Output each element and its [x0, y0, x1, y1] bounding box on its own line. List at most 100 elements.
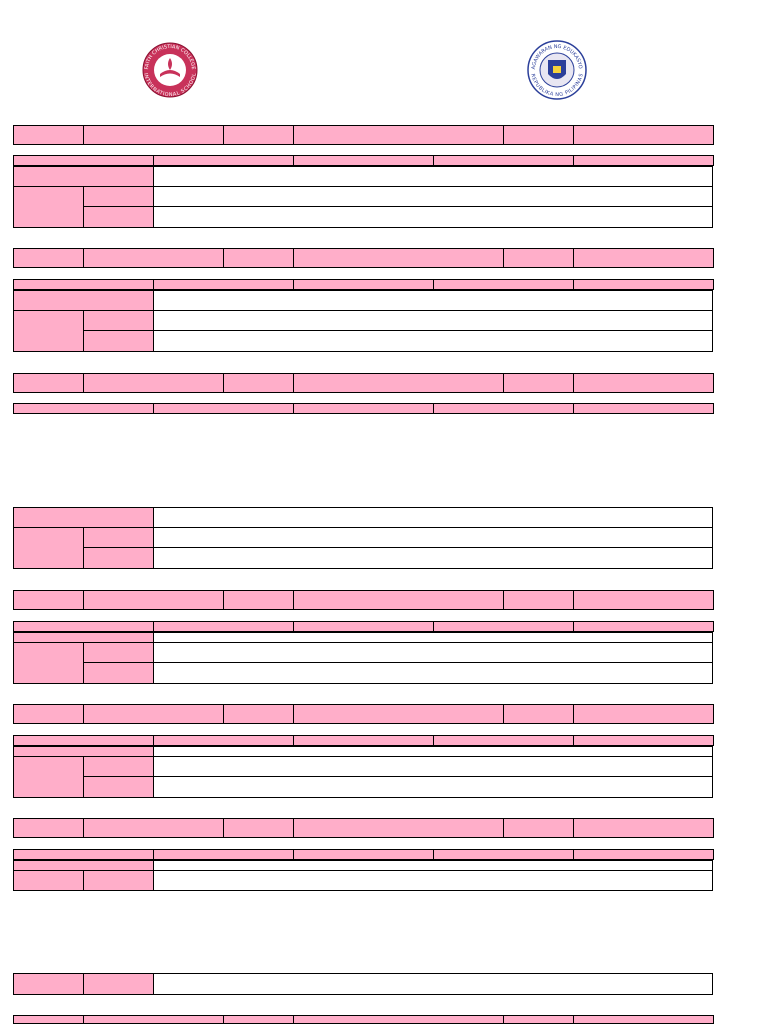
label-cell [83, 186, 154, 207]
header-cell [573, 818, 714, 838]
field-cell [153, 166, 713, 187]
header-cell [573, 373, 714, 393]
label-cell [13, 186, 84, 228]
header-cell [83, 125, 224, 145]
sub-header-cell [573, 403, 714, 414]
header-cell [13, 818, 84, 838]
field-cell [153, 973, 713, 995]
sub-header-cell [153, 155, 294, 166]
field-cell [153, 870, 713, 891]
sub-header-cell [153, 279, 294, 290]
label-cell [83, 206, 154, 228]
sub-header-cell [153, 849, 294, 860]
label-cell [13, 166, 154, 187]
header-cell [83, 1015, 224, 1024]
header-cell [223, 704, 294, 724]
header-cell [503, 704, 574, 724]
header-cell [503, 818, 574, 838]
header-cell [293, 248, 504, 268]
header-cell [83, 590, 224, 610]
header-cell [223, 125, 294, 145]
label-cell [83, 756, 154, 777]
header-cell [83, 704, 224, 724]
sub-header-cell [433, 621, 574, 632]
label-cell [83, 642, 154, 663]
header-cell [503, 1015, 574, 1024]
header-cell [223, 590, 294, 610]
header-cell [573, 1015, 714, 1024]
label-cell [13, 642, 84, 684]
sub-header-cell [13, 849, 154, 860]
sub-header-cell [433, 155, 574, 166]
label-cell [13, 310, 84, 352]
header-cell [293, 373, 504, 393]
label-cell [83, 662, 154, 684]
field-cell [153, 527, 713, 548]
sub-header-cell [573, 849, 714, 860]
header-cell [13, 125, 84, 145]
sub-header-cell [573, 735, 714, 746]
header-cell [13, 373, 84, 393]
header-cell [83, 373, 224, 393]
label-cell [13, 290, 154, 311]
sub-header-cell [433, 735, 574, 746]
header-cell [293, 125, 504, 145]
header-cell [293, 704, 504, 724]
header-cell [293, 1015, 504, 1024]
logo-book [160, 70, 180, 77]
field-cell [153, 330, 713, 352]
header-cell [223, 818, 294, 838]
header-cell [573, 590, 714, 610]
sub-header-cell [293, 621, 434, 632]
label-cell [13, 507, 154, 528]
header-cell [573, 248, 714, 268]
logo-flame [168, 58, 172, 70]
sub-header-cell [153, 403, 294, 414]
field-cell [153, 310, 713, 331]
sub-header-cell [433, 403, 574, 414]
sub-header-cell [573, 279, 714, 290]
sub-header-cell [153, 621, 294, 632]
label-cell [83, 310, 154, 331]
field-cell [153, 186, 713, 207]
field-cell [153, 756, 713, 777]
college-logo: FAITH CHRISTIAN COLLEGE INTERNATIONAL SC… [142, 42, 198, 98]
field-cell [153, 776, 713, 798]
field-cell [153, 507, 713, 528]
label-cell [13, 973, 84, 995]
label-cell [13, 870, 84, 891]
header-cell [83, 248, 224, 268]
sub-header-cell [13, 403, 154, 414]
header-cell [13, 590, 84, 610]
label-cell [83, 776, 154, 798]
deped-logo: KAGAWARAN NG EDUKASYON REPUBLIKA NG PILI… [527, 40, 587, 100]
field-cell [153, 642, 713, 663]
header-cell [503, 373, 574, 393]
header-cell [573, 704, 714, 724]
sub-header-cell [13, 621, 154, 632]
sub-header-cell [153, 735, 294, 746]
label-cell [83, 870, 154, 891]
logo-torch [553, 66, 561, 73]
label-cell [83, 527, 154, 548]
label-cell [13, 756, 84, 798]
header-cell [13, 1015, 84, 1024]
sub-header-cell [293, 403, 434, 414]
header-cell [13, 704, 84, 724]
sub-header-cell [293, 735, 434, 746]
header-cell [223, 1015, 294, 1024]
sub-header-cell [573, 621, 714, 632]
label-cell [83, 330, 154, 352]
sub-header-cell [293, 849, 434, 860]
header-cell [83, 818, 224, 838]
header-cell [223, 248, 294, 268]
field-cell [153, 547, 713, 569]
header-cell [223, 373, 294, 393]
header-cell [573, 125, 714, 145]
field-cell [153, 290, 713, 311]
header-cell [293, 590, 504, 610]
header-cell [503, 125, 574, 145]
label-cell [83, 547, 154, 569]
sub-header-cell [13, 155, 154, 166]
